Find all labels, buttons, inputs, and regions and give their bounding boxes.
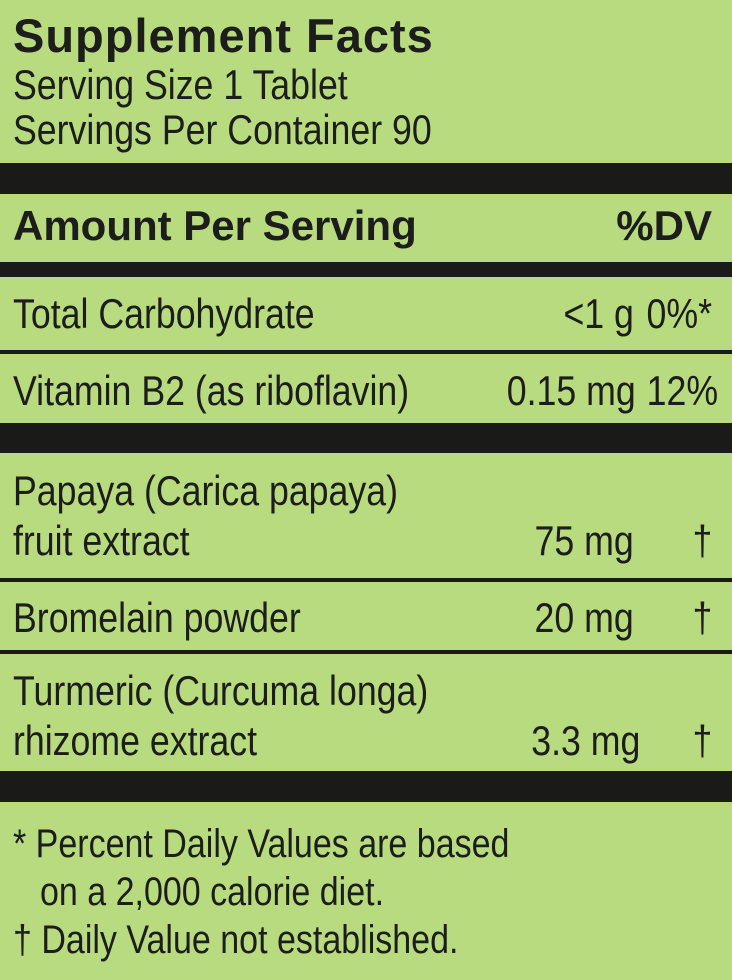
ingredient-dv: 0%* bbox=[646, 290, 712, 337]
serving-size-line: Serving Size 1 Tablet bbox=[13, 61, 348, 108]
row-separator-line bbox=[0, 578, 732, 582]
ingredient-name: Vitamin B2 (as riboflavin) bbox=[13, 367, 410, 414]
ingredient-name: Bromelain powder bbox=[13, 594, 301, 641]
ingredient-row-vitamin-b2: Vitamin B2 (as riboflavin) 0.15 mg 12% bbox=[0, 354, 732, 423]
footnote-asterisk-line: * Percent Daily Values are based bbox=[13, 822, 510, 866]
ingredient-dv: † bbox=[692, 594, 712, 641]
footnote-calorie-line: on a 2,000 calorie diet. bbox=[40, 870, 385, 914]
ingredient-dv: † bbox=[692, 517, 712, 564]
label-header-block: Supplement Facts Serving Size 1 Tablet S… bbox=[0, 0, 732, 153]
ingredient-row-total-carbohydrate: Total Carbohydrate <1 g 0%* bbox=[0, 277, 732, 350]
ingredient-name-line2: fruit extract bbox=[13, 517, 190, 564]
separator-bar-middle bbox=[0, 423, 732, 453]
amount-per-serving-header-row: Amount Per Serving %DV bbox=[0, 194, 732, 262]
separator-bar-bottom bbox=[0, 771, 732, 802]
amount-per-serving-heading: Amount Per Serving bbox=[13, 202, 417, 249]
ingredient-name: Papaya (Carica papaya) bbox=[13, 467, 398, 514]
ingredient-row-papaya: Papaya (Carica papaya) fruit extract 75 … bbox=[0, 453, 732, 578]
label-title: Supplement Facts bbox=[13, 9, 434, 62]
separator-bar-medium bbox=[0, 262, 732, 277]
ingredient-amount: 75 mg bbox=[534, 517, 634, 564]
row-separator-line bbox=[0, 350, 732, 354]
ingredient-amount: 0.15 mg bbox=[506, 367, 636, 414]
ingredient-amount: <1 g bbox=[563, 290, 634, 337]
ingredient-amount: 3.3 mg bbox=[530, 717, 641, 764]
row-separator-line bbox=[0, 650, 732, 654]
ingredient-name: Total Carbohydrate bbox=[13, 290, 315, 337]
ingredient-row-bromelain: Bromelain powder 20 mg † bbox=[0, 582, 732, 650]
ingredient-dv: † bbox=[692, 717, 712, 764]
ingredient-row-turmeric: Turmeric (Curcuma longa) rhizome extract… bbox=[0, 654, 732, 771]
ingredient-amount: 20 mg bbox=[534, 594, 634, 641]
ingredient-name: Turmeric (Curcuma longa) bbox=[13, 667, 429, 714]
servings-per-container-line: Servings Per Container 90 bbox=[13, 106, 432, 153]
ingredient-dv: 12% bbox=[646, 367, 719, 414]
footnote-dagger-line: † Daily Value not established. bbox=[13, 918, 459, 962]
separator-bar-top bbox=[0, 163, 732, 194]
ingredient-name-line2: rhizome extract bbox=[13, 717, 258, 764]
footnotes-block: * Percent Daily Values are based on a 2,… bbox=[0, 802, 732, 964]
percent-dv-heading: %DV bbox=[616, 202, 712, 249]
